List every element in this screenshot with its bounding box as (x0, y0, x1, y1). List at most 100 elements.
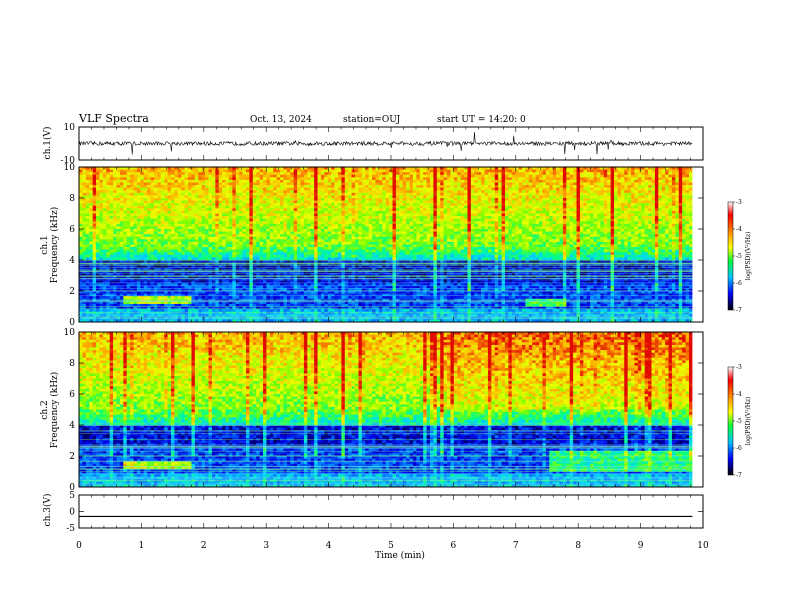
heatmap-cell (297, 229, 301, 232)
heatmap-cell (307, 175, 311, 178)
heatmap-cell (416, 180, 420, 183)
heatmap-cell (137, 211, 141, 214)
heatmap-cell (563, 170, 567, 173)
heatmap-cell (127, 190, 131, 193)
heatmap-cell (239, 206, 243, 209)
heatmap-cell (549, 216, 553, 219)
heatmap-cell (130, 188, 134, 191)
heatmap-cell (689, 170, 693, 173)
heatmap-cell (280, 206, 284, 209)
heatmap-cell (331, 219, 335, 222)
heatmap-cell (331, 201, 335, 204)
heatmap-cell (341, 226, 345, 229)
heatmap-cell (488, 219, 492, 222)
heatmap-cell (318, 185, 322, 188)
heatmap-cell (396, 175, 400, 178)
heatmap-cell (662, 190, 666, 193)
heatmap-cell (191, 183, 195, 186)
heatmap-cell (590, 203, 594, 206)
heatmap-cell (89, 201, 93, 204)
heatmap-cell (515, 188, 519, 191)
heatmap-cell (478, 183, 482, 186)
heatmap-cell (614, 177, 618, 180)
heatmap-cell (406, 183, 410, 186)
heatmap-cell (416, 201, 420, 204)
heatmap-cell (331, 185, 335, 188)
heatmap-cell (222, 177, 226, 180)
heatmap-cell (120, 175, 124, 178)
heatmap-cell (294, 214, 298, 217)
heatmap-cell (430, 188, 434, 191)
heatmap-cell (123, 188, 127, 191)
heatmap-cell (532, 175, 536, 178)
heatmap-cell (631, 214, 635, 217)
heatmap-cell (686, 234, 690, 237)
heatmap-cell (399, 211, 403, 214)
heatmap-cell (365, 234, 369, 237)
heatmap-cell (260, 190, 264, 193)
heatmap-cell (324, 183, 328, 186)
heatmap-cell (672, 185, 676, 188)
heatmap-cell (365, 170, 369, 173)
heatmap-cell (467, 185, 471, 188)
heatmap-cell (79, 208, 83, 211)
heatmap-cell (355, 183, 359, 186)
heatmap-cell (229, 185, 233, 188)
heatmap-cell (423, 206, 427, 209)
heatmap-cell (573, 180, 577, 183)
heatmap-cell (502, 177, 506, 180)
heatmap-cell (597, 175, 601, 178)
heatmap-cell (294, 216, 298, 219)
heatmap-cell (536, 175, 540, 178)
heatmap-cell (474, 206, 478, 209)
heatmap-cell (157, 216, 161, 219)
heatmap-cell (502, 201, 506, 204)
heatmap-cell (597, 177, 601, 180)
heatmap-cell (335, 175, 339, 178)
heatmap-cell (573, 198, 577, 201)
heatmap-cell (352, 190, 356, 193)
heatmap-cell (239, 172, 243, 175)
heatmap-cell (525, 232, 529, 235)
heatmap-cell (437, 172, 441, 175)
heatmap-cell (423, 221, 427, 224)
heatmap-cell (314, 229, 318, 232)
heatmap-cell (324, 198, 328, 201)
heatmap-cell (140, 185, 144, 188)
heatmap-cell (519, 180, 523, 183)
heatmap-cell (634, 208, 638, 211)
heatmap-cell (116, 234, 120, 237)
heatmap-cell (495, 203, 499, 206)
heatmap-cell (631, 198, 635, 201)
heatmap-cell (208, 224, 212, 227)
heatmap-cell (675, 180, 679, 183)
heatmap-cell (191, 180, 195, 183)
heatmap-cell (144, 183, 148, 186)
heatmap-cell (559, 177, 563, 180)
heatmap-cell (410, 175, 414, 178)
heatmap-cell (375, 195, 379, 198)
heatmap-cell (297, 195, 301, 198)
heatmap-cell (219, 201, 223, 204)
heatmap-cell (191, 208, 195, 211)
heatmap-cell (570, 177, 574, 180)
heatmap-cell (440, 198, 444, 201)
heatmap-cell (437, 203, 441, 206)
heatmap-cell (416, 170, 420, 173)
heatmap-cell (243, 216, 247, 219)
heatmap-cell (324, 211, 328, 214)
heatmap-cell (266, 208, 270, 211)
heatmap-cell (464, 170, 468, 173)
heatmap-cell (467, 183, 471, 186)
heatmap-cell (430, 224, 434, 227)
heatmap-cell (335, 203, 339, 206)
heatmap-cell (594, 180, 598, 183)
heatmap-cell (79, 211, 83, 214)
heatmap-cell (631, 185, 635, 188)
heatmap-cell (297, 232, 301, 235)
heatmap-cell (256, 195, 260, 198)
heatmap-cell (508, 221, 512, 224)
heatmap-cell (536, 214, 540, 217)
heatmap-cell (82, 224, 86, 227)
heatmap-cell (399, 232, 403, 235)
